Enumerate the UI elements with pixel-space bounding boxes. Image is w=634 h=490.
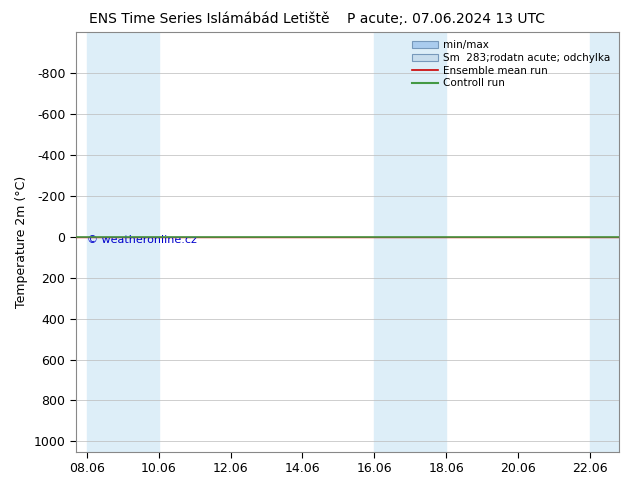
- Text: ENS Time Series Islámábád Letiště    P acute;. 07.06.2024 13 UTC: ENS Time Series Islámábád Letiště P acut…: [89, 12, 545, 26]
- Y-axis label: Temperature 2m (°C): Temperature 2m (°C): [15, 176, 28, 308]
- Bar: [590, 32, 619, 452]
- Bar: [87, 32, 158, 452]
- Bar: [375, 32, 446, 452]
- Text: © weatheronline.cz: © weatheronline.cz: [87, 235, 197, 245]
- Legend: min/max, Sm  283;rodatn acute; odchylka, Ensemble mean run, Controll run: min/max, Sm 283;rodatn acute; odchylka, …: [409, 37, 614, 92]
